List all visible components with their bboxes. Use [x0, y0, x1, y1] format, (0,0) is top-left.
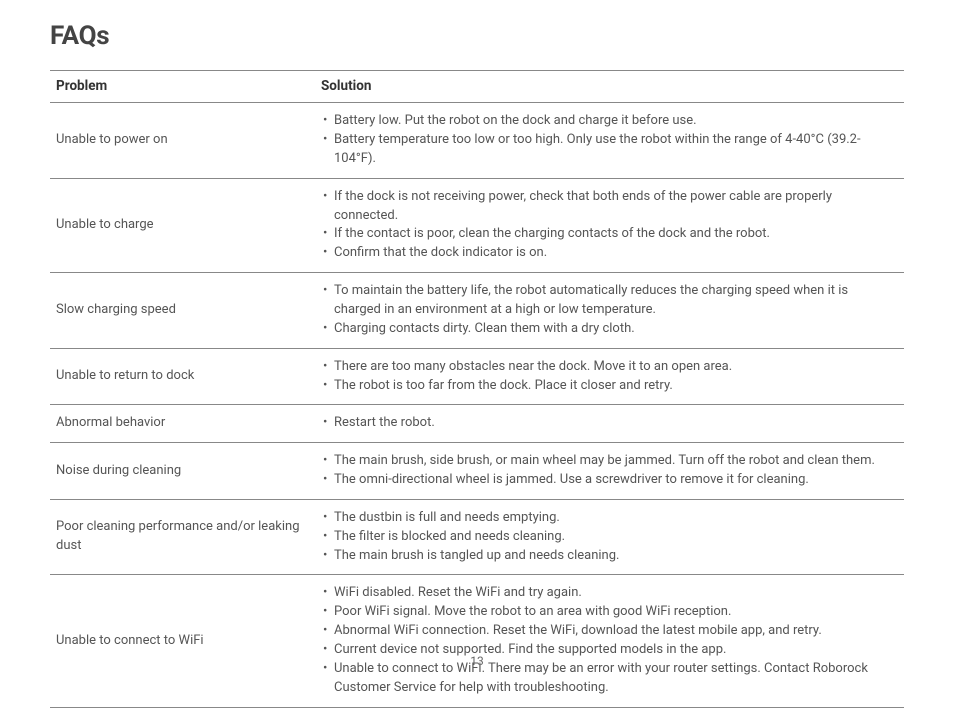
solution-cell: If the dock is not receiving power, chec… [315, 178, 904, 272]
solution-list: To maintain the battery life, the robot … [321, 282, 896, 339]
solution-list: The main brush, side brush, or main whee… [321, 452, 896, 490]
solution-list: If the dock is not receiving power, chec… [321, 188, 896, 263]
page-number: 13 [0, 653, 954, 670]
solution-list: Battery low. Put the robot on the dock a… [321, 112, 896, 169]
solution-item: If the contact is poor, clean the chargi… [321, 225, 896, 244]
table-row: Unable to connect to WiFi WiFi disabled. … [50, 575, 904, 707]
solution-item: To maintain the battery life, the robot … [321, 282, 896, 320]
solution-cell: Battery low. Put the robot on the dock a… [315, 103, 904, 179]
table-row: Unable to return to dock There are too ma… [50, 348, 904, 405]
solution-item: Confirm that the dock indicator is on. [321, 244, 896, 263]
table-row: Unable to power on Battery low. Put the r… [50, 103, 904, 179]
page-title: FAQs [50, 18, 904, 56]
solution-cell: Restart the robot. [315, 405, 904, 443]
table-row: Abnormal behavior Restart the robot. [50, 405, 904, 443]
solution-cell: There are too many obstacles near the do… [315, 348, 904, 405]
table-row: Unable to chargeIf the dock is not recei… [50, 178, 904, 272]
solution-item: The dustbin is full and needs emptying. [321, 509, 896, 528]
solution-item: Battery low. Put the robot on the dock a… [321, 112, 896, 131]
table-row: Noise during cleaning The main brush, sid… [50, 443, 904, 500]
solution-item: WiFi disabled. Reset the WiFi and try ag… [321, 584, 896, 603]
solution-item: If the dock is not receiving power, chec… [321, 188, 896, 226]
solution-item: Restart the robot. [321, 414, 896, 433]
problem-cell: Noise during cleaning [50, 443, 315, 500]
solution-item: The main brush is tangled up and needs c… [321, 547, 896, 566]
solution-list: The dustbin is full and needs emptying.T… [321, 509, 896, 566]
solution-item: The omni-directional wheel is jammed. Us… [321, 471, 896, 490]
solution-item: The main brush, side brush, or main whee… [321, 452, 896, 471]
solution-item: Abnormal WiFi connection. Reset the WiFi… [321, 622, 896, 641]
solution-cell: The dustbin is full and needs emptying.T… [315, 499, 904, 575]
problem-cell: Slow charging speed [50, 273, 315, 349]
problem-cell: Unable to charge [50, 178, 315, 272]
problem-cell: Poor cleaning performance and/or leaking… [50, 499, 315, 575]
problem-cell: Unable to connect to WiFi [50, 575, 315, 707]
header-problem: Problem [50, 70, 315, 103]
table-row: Slow charging speedTo maintain the batte… [50, 273, 904, 349]
solution-item: The robot is too far from the dock. Plac… [321, 377, 896, 396]
problem-cell: Unable to return to dock [50, 348, 315, 405]
solution-cell: WiFi disabled. Reset the WiFi and try ag… [315, 575, 904, 707]
problem-cell: Unable to power on [50, 103, 315, 179]
header-solution: Solution [315, 70, 904, 103]
solution-list: Restart the robot. [321, 414, 896, 433]
solution-item: There are too many obstacles near the do… [321, 358, 896, 377]
table-header-row: Problem Solution [50, 70, 904, 103]
solution-list: WiFi disabled. Reset the WiFi and try ag… [321, 584, 896, 697]
solution-item: Poor WiFi signal. Move the robot to an a… [321, 603, 896, 622]
solution-item: Charging contacts dirty. Clean them with… [321, 320, 896, 339]
solution-cell: The main brush, side brush, or main whee… [315, 443, 904, 500]
solution-list: There are too many obstacles near the do… [321, 358, 896, 396]
faq-table: Problem Solution Unable to power onBatte… [50, 70, 904, 708]
solution-cell: To maintain the battery life, the robot … [315, 273, 904, 349]
table-row: Poor cleaning performance and/or leaking… [50, 499, 904, 575]
problem-cell: Abnormal behavior [50, 405, 315, 443]
solution-item: The filter is blocked and needs cleaning… [321, 528, 896, 547]
solution-item: Battery temperature too low or too high.… [321, 131, 896, 169]
